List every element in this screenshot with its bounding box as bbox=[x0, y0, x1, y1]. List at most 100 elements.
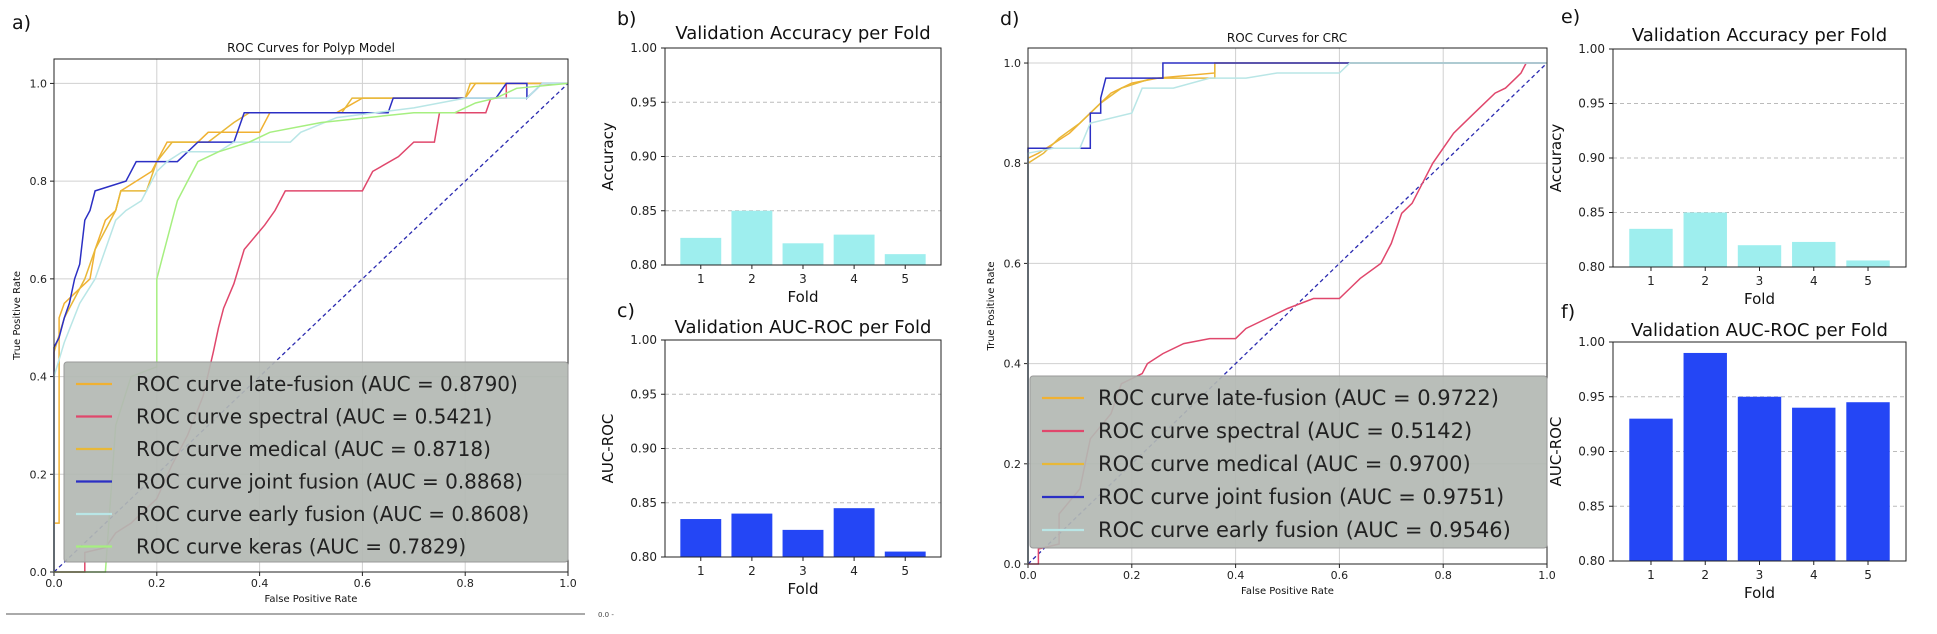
bar-fold-2 bbox=[731, 210, 773, 265]
legend-label-spectral: ROC curve spectral (AUC = 0.5142) bbox=[1098, 419, 1472, 443]
y-axis-label: AUC-ROC bbox=[599, 414, 617, 484]
x-tick-label: 4 bbox=[1810, 274, 1818, 288]
y-tick-label: 0.0 bbox=[30, 566, 48, 579]
bar-fold-5 bbox=[884, 254, 926, 265]
panel-letter-a: a) bbox=[12, 12, 32, 34]
y-tick-label: 0.90 bbox=[1578, 445, 1605, 459]
y-tick-label: 0.0 bbox=[1004, 558, 1022, 571]
x-tick-label: 0.0 bbox=[1019, 569, 1037, 582]
panel-letter-f: f) bbox=[1561, 301, 1576, 323]
y-axis-label: Accuracy bbox=[1547, 124, 1565, 193]
legend-label-medical: ROC curve medical (AUC = 0.8718) bbox=[136, 437, 491, 461]
x-tick-label: 4 bbox=[850, 272, 858, 286]
bar-fold-4 bbox=[833, 234, 875, 265]
x-tick-label: 0.2 bbox=[148, 577, 166, 590]
bar-fold-1 bbox=[680, 237, 722, 265]
y-tick-label: 0.6 bbox=[1004, 257, 1022, 270]
y-tick-label: 1.0 bbox=[30, 77, 48, 90]
plot-frame bbox=[664, 339, 942, 558]
x-tick-label: 3 bbox=[799, 272, 807, 286]
y-tick-label: 0.4 bbox=[30, 371, 48, 384]
legend: ROC curve late-fusion (AUC = 0.9722) ROC … bbox=[1029, 375, 1548, 549]
x-axis-label: Fold bbox=[788, 580, 819, 598]
y-tick-label: 0.95 bbox=[630, 387, 657, 401]
x-tick-label: 0.6 bbox=[1331, 569, 1349, 582]
x-tick-label: 1 bbox=[697, 272, 705, 286]
x-tick-label: 1 bbox=[697, 564, 705, 578]
panel-letter-e: e) bbox=[1561, 6, 1581, 28]
plot-frame bbox=[1612, 48, 1907, 268]
y-tick-label: 0.85 bbox=[1578, 206, 1605, 220]
bar-fold-4 bbox=[833, 508, 875, 557]
y-tick-label: 1.00 bbox=[630, 41, 657, 55]
plot-frame bbox=[664, 47, 942, 266]
legend-label-spectral: ROC curve spectral (AUC = 0.5421) bbox=[136, 405, 492, 429]
x-tick-label: 2 bbox=[1701, 274, 1709, 288]
y-tick-label: 0.80 bbox=[1578, 260, 1605, 274]
y-tick-label: 0.90 bbox=[630, 442, 657, 456]
roc-series-joint-fusion bbox=[1027, 62, 1547, 564]
y-tick-label: 0.2 bbox=[1004, 458, 1022, 471]
bar-fold-2 bbox=[731, 513, 773, 557]
bar-fold-3 bbox=[1737, 245, 1782, 267]
x-tick-label: 2 bbox=[748, 564, 756, 578]
panel-letter-c: c) bbox=[617, 300, 635, 322]
y-tick-label: 0.85 bbox=[630, 204, 657, 218]
x-axis-label: Fold bbox=[1744, 584, 1775, 602]
chart-title: Validation Accuracy per Fold bbox=[675, 23, 930, 44]
y-tick-label: 0.2 bbox=[30, 468, 48, 481]
bar-fold-1 bbox=[680, 519, 722, 557]
chart-title: Validation Accuracy per Fold bbox=[1632, 25, 1887, 46]
x-tick-label: 0.0 bbox=[45, 577, 63, 590]
x-tick-label: 3 bbox=[799, 564, 807, 578]
legend-label-medical: ROC curve medical (AUC = 0.9700) bbox=[1098, 452, 1471, 476]
legend-label-joint-fusion: ROC curve joint fusion (AUC = 0.9751) bbox=[1098, 485, 1504, 509]
auc-bar-chart-crc: 0.80 0.85 0.90 0.95 1.00 1 2 3 4 5 Validation AUC-… bbox=[1547, 320, 1907, 602]
bar-fold-3 bbox=[1737, 396, 1782, 561]
bar-fold-1 bbox=[1629, 418, 1673, 561]
footer-tick-label: 0.0 - bbox=[598, 611, 614, 619]
panel-letter-b: b) bbox=[617, 8, 637, 30]
x-tick-label: 3 bbox=[1756, 274, 1764, 288]
roc-series-medical bbox=[53, 82, 568, 572]
bar-fold-3 bbox=[782, 243, 824, 265]
legend-label-keras: ROC curve keras (AUC = 0.7829) bbox=[136, 535, 466, 559]
y-tick-label: 1.00 bbox=[1578, 42, 1605, 56]
y-tick-label: 0.95 bbox=[1578, 97, 1605, 111]
x-axis-label: Fold bbox=[788, 288, 819, 306]
y-tick-label: 0.80 bbox=[1578, 554, 1605, 568]
legend: ROC curve late-fusion (AUC = 0.8790) ROC … bbox=[63, 361, 569, 563]
legend-box bbox=[1029, 375, 1548, 549]
bar-fold-1 bbox=[1629, 228, 1673, 267]
x-tick-label: 4 bbox=[1810, 568, 1818, 582]
y-tick-label: 0.8 bbox=[1004, 157, 1022, 170]
y-tick-label: 1.00 bbox=[630, 333, 657, 347]
roc-series-joint-fusion bbox=[53, 82, 568, 572]
legend-label-late-fusion: ROC curve late-fusion (AUC = 0.8790) bbox=[136, 372, 518, 396]
x-tick-label: 0.4 bbox=[251, 577, 269, 590]
bar-fold-2 bbox=[1683, 212, 1727, 267]
bar-fold-5 bbox=[884, 551, 926, 557]
auc-bar-chart-polyp: 0.80 0.85 0.90 0.95 1.00 1 2 3 4 5 Validation AUC-… bbox=[599, 317, 942, 598]
chart-title: Validation AUC-ROC per Fold bbox=[1631, 320, 1888, 341]
x-axis-label: Fold bbox=[1744, 290, 1775, 308]
x-tick-label: 0.2 bbox=[1123, 569, 1141, 582]
y-tick-label: 0.80 bbox=[630, 550, 657, 564]
chart-title: ROC Curves for Polyp Model bbox=[227, 41, 395, 55]
y-tick-label: 0.85 bbox=[1578, 499, 1605, 513]
y-tick-label: 0.95 bbox=[1578, 390, 1605, 404]
y-tick-label: 0.8 bbox=[30, 175, 48, 188]
x-tick-label: 0.6 bbox=[354, 577, 372, 590]
y-tick-label: 0.85 bbox=[630, 496, 657, 510]
accuracy-bar-chart-crc: 0.80 0.85 0.90 0.95 1.00 1 2 3 4 5 Validation Accu… bbox=[1547, 25, 1907, 308]
legend-label-early-fusion: ROC curve early fusion (AUC = 0.8608) bbox=[136, 502, 529, 526]
chart-title: Validation AUC-ROC per Fold bbox=[675, 317, 932, 338]
x-axis-label: False Positive Rate bbox=[1241, 586, 1334, 597]
roc-chart-crc: 0.0 0.2 0.4 0.6 0.8 1.0 0.0 0.2 0.4 0.6 0.8 1.0 ROC … bbox=[986, 31, 1556, 597]
x-tick-label: 5 bbox=[1864, 274, 1872, 288]
x-tick-label: 5 bbox=[1864, 568, 1872, 582]
roc-series-early-fusion bbox=[53, 82, 568, 572]
accuracy-bar-chart-polyp: 0.80 0.85 0.90 0.95 1.00 1 2 3 4 5 Validation Accu… bbox=[599, 23, 942, 306]
x-tick-label: 5 bbox=[901, 564, 909, 578]
x-tick-label: 1 bbox=[1647, 274, 1655, 288]
